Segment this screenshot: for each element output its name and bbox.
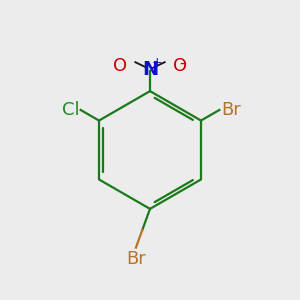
Text: -: - — [179, 56, 184, 71]
Text: O: O — [173, 57, 187, 75]
Text: Cl: Cl — [61, 101, 79, 119]
Text: Br: Br — [126, 250, 146, 268]
Text: O: O — [113, 57, 127, 75]
Text: N: N — [142, 59, 158, 79]
Text: Br: Br — [221, 101, 241, 119]
Text: +: + — [152, 56, 162, 69]
